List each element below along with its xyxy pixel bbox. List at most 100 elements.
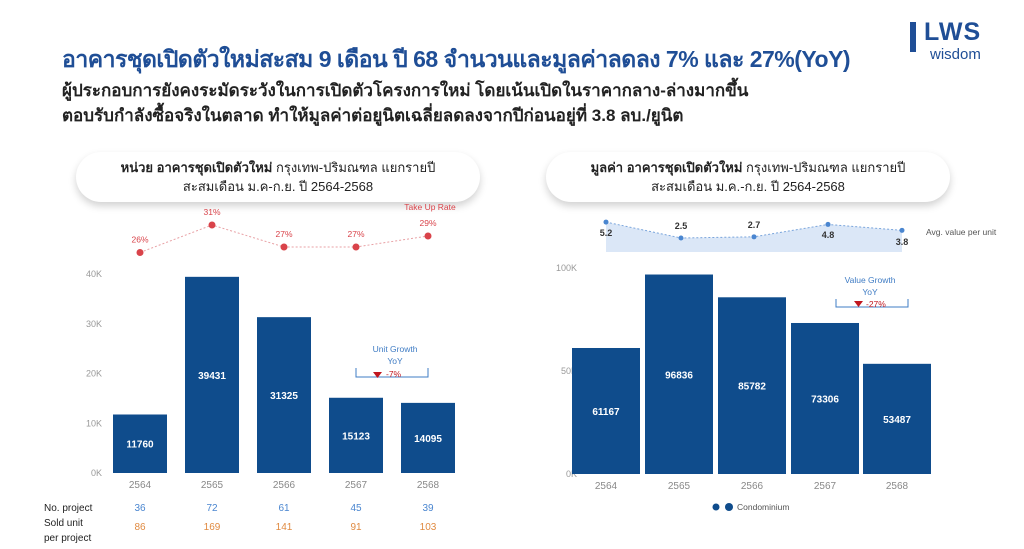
logo-bar-icon xyxy=(910,22,916,52)
unit-bar xyxy=(257,317,311,473)
down-arrow-icon xyxy=(854,301,863,307)
project-count: 45 xyxy=(350,503,362,514)
unit-bar xyxy=(185,276,239,473)
bar-value-label: 31325 xyxy=(270,391,298,402)
take-up-point xyxy=(424,232,432,240)
project-count: 61 xyxy=(278,503,290,514)
y-tick-label: 0K xyxy=(566,469,577,479)
down-arrow-icon xyxy=(373,372,382,378)
x-tick-label: 2565 xyxy=(201,480,224,491)
growth-value: -27% xyxy=(866,299,886,309)
avg-value-label: 5.2 xyxy=(600,228,613,238)
logo-subtext: wisdom xyxy=(930,46,981,63)
take-up-label: 27% xyxy=(347,229,364,239)
growth-label: Value Growth xyxy=(845,275,896,285)
take-up-point xyxy=(208,221,216,229)
growth-bracket xyxy=(355,368,429,378)
right-title-bold: มูลค่า อาคารชุดเปิดตัวใหม่ xyxy=(590,160,743,175)
right-chart-title-card: มูลค่า อาคารชุดเปิดตัวใหม่ กรุงเทพ-ปริมณ… xyxy=(546,152,950,202)
left-title-rest: กรุงเทพ-ปริมณฑล แยกรายปี xyxy=(272,160,436,175)
left-title-bold: หน่วย อาคารชุดเปิดตัวใหม่ xyxy=(120,160,273,175)
growth-bracket xyxy=(835,299,909,308)
take-up-point xyxy=(136,249,144,256)
take-up-label: 27% xyxy=(275,229,292,239)
legend-label: Condominium xyxy=(737,502,789,512)
unit-bar xyxy=(401,402,455,473)
project-count: 39 xyxy=(422,503,434,514)
take-up-label: 31% xyxy=(203,207,220,217)
bar-value-label: 39431 xyxy=(198,371,226,382)
unit-bar xyxy=(113,414,167,473)
growth-yoy: YoY xyxy=(862,287,878,297)
legend-marker-icon xyxy=(712,503,720,511)
avg-value-point xyxy=(899,227,905,233)
avg-value-label: 2.5 xyxy=(675,221,688,231)
unit-bar xyxy=(329,397,383,473)
value-bar xyxy=(791,322,859,474)
row-label-sold: Sold unit xyxy=(44,518,83,529)
left-chart-title-card: หน่วย อาคารชุดเปิดตัวใหม่ กรุงเทพ-ปริมณฑ… xyxy=(76,152,480,202)
x-tick-label: 2567 xyxy=(814,481,837,492)
avg-value-point xyxy=(603,219,609,225)
sold-per-project: 169 xyxy=(204,522,221,533)
bar-value-label: 96836 xyxy=(665,370,693,381)
value-bar xyxy=(645,274,713,474)
avg-value-label: 2.7 xyxy=(748,220,761,230)
x-tick-label: 2568 xyxy=(886,481,909,492)
y-tick-label: 100K xyxy=(556,263,577,273)
sold-per-project: 86 xyxy=(134,522,146,533)
y-tick-label: 20K xyxy=(86,369,102,379)
avg-value-point xyxy=(825,221,831,227)
take-up-label: 26% xyxy=(131,235,148,245)
value-bar xyxy=(572,347,640,474)
take-up-legend: Take Up Rate xyxy=(404,202,456,212)
y-tick-label: 10K xyxy=(86,418,102,428)
bar-value-label: 11760 xyxy=(126,440,154,451)
row-label-sold-2: per project xyxy=(44,533,91,544)
avg-value-label: 3.8 xyxy=(896,237,909,247)
sold-per-project: 103 xyxy=(420,522,437,533)
bar-value-label: 14095 xyxy=(414,434,442,445)
logo-text: LWS xyxy=(924,18,982,46)
x-tick-label: 2566 xyxy=(741,481,764,492)
lws-logo: LWS wisdom xyxy=(910,18,1002,64)
bar-value-label: 53487 xyxy=(883,415,911,426)
bar-value-label: 15123 xyxy=(342,431,370,442)
x-tick-label: 2564 xyxy=(595,481,618,492)
x-tick-label: 2565 xyxy=(668,481,691,492)
growth-label: Unit Growth xyxy=(373,344,418,354)
subtitle-line-1: ผู้ประกอบการยังคงระมัดระวังในการเปิดตัวโ… xyxy=(62,81,749,100)
avg-value-legend: Avg. value per unit xyxy=(926,227,997,237)
take-up-label: 29% xyxy=(419,218,436,228)
right-title-rest: กรุงเทพ-ปริมณฑล แยกรายปี xyxy=(742,160,906,175)
avg-value-point xyxy=(751,234,757,240)
project-count: 72 xyxy=(206,503,218,514)
value-bar xyxy=(863,363,931,474)
right-subtitle: สะสมเดือน ม.ค.-ก.ย. ปี 2564-2568 xyxy=(651,179,845,194)
bar-value-label: 73306 xyxy=(811,394,839,405)
take-up-point xyxy=(280,243,288,251)
growth-value: -7% xyxy=(386,369,402,379)
subtitle-line-2: ตอบรับกำลังซื้อจริงในตลาด ทำให้มูลค่าต่อ… xyxy=(62,106,684,125)
avg-value-point xyxy=(678,235,684,241)
growth-yoy: YoY xyxy=(387,356,403,366)
bar-value-label: 85782 xyxy=(738,382,766,393)
legend-marker-icon xyxy=(725,503,733,511)
y-tick-label: 50K xyxy=(561,366,577,376)
bar-value-label: 61167 xyxy=(592,407,620,418)
y-tick-label: 0K xyxy=(91,468,102,478)
row-label-project: No. project xyxy=(44,503,93,514)
project-count: 36 xyxy=(134,503,146,514)
value-bar xyxy=(718,297,786,474)
sold-per-project: 91 xyxy=(350,522,362,533)
y-tick-label: 30K xyxy=(86,319,102,329)
avg-value-label: 4.8 xyxy=(822,230,835,240)
take-up-point xyxy=(352,243,360,251)
left-subtitle: สะสมเดือน ม.ค-ก.ย. ปี 2564-2568 xyxy=(182,179,374,194)
x-tick-label: 2567 xyxy=(345,480,368,491)
page-title: อาคารชุดเปิดตัวใหม่สะสม 9 เดือน ปี 68 จำ… xyxy=(62,46,851,72)
sold-per-project: 141 xyxy=(276,522,293,533)
x-tick-label: 2564 xyxy=(129,480,152,491)
